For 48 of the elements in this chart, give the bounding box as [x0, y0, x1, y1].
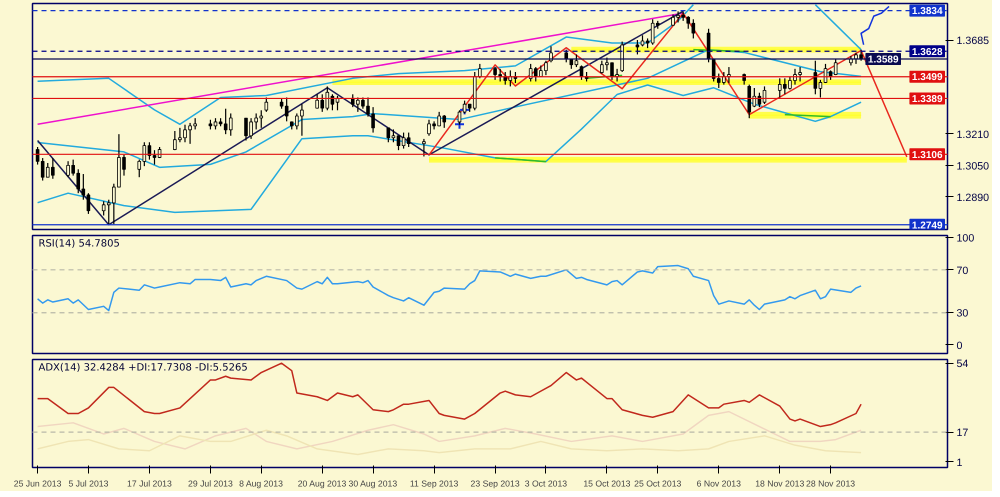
y-tick-label: 1.3685 [956, 35, 990, 48]
x-tick-label: 17 Jul 2013 [127, 478, 172, 488]
line-series [36, 430, 862, 456]
x-tick-label: 5 Jul 2013 [68, 478, 109, 488]
candlestick [549, 46, 553, 63]
x-tick-label: 15 Oct 2013 [583, 478, 631, 488]
ref-line-label: 1.3834 [912, 6, 943, 18]
line-series [36, 264, 862, 312]
chart-title: ADX(14) 32.4284 +DI:17.7308 -DI:5.5265 [38, 362, 248, 374]
x-tick-label: 11 Sep 2013 [410, 478, 458, 488]
line-series [36, 48, 862, 168]
candlestick [422, 138, 426, 158]
line-series [36, 410, 862, 450]
x-tick-label: 23 Sep 2013 [470, 478, 520, 488]
ref-line-label: 1.2749 [912, 220, 943, 232]
x-tick-label: 20 Aug 2013 [298, 478, 347, 488]
x-tick-label: 25 Oct 2013 [634, 478, 682, 488]
candlestick [580, 64, 584, 80]
candlestick [264, 96, 268, 112]
line-series [36, 10, 684, 226]
line-series [428, 12, 908, 158]
ref-line-label: 1.3589 [868, 54, 899, 66]
ref-line-label: 1.3106 [912, 150, 943, 161]
y-tick-label: 1 [956, 456, 962, 469]
y-tick-label: 17 [956, 427, 968, 440]
ref-line-label: 1.3628 [912, 46, 943, 58]
x-tick-label: 29 Jul 2013 [188, 478, 233, 488]
ref-line-label: 1.3389 [912, 94, 943, 105]
chart-title: RSI(14) 54.7805 [38, 238, 120, 250]
y-tick-label: 1.3050 [956, 160, 990, 172]
line-series [36, 84, 862, 214]
line-series [36, 362, 862, 428]
y-tick-label: 54 [956, 358, 968, 370]
y-tick-label: 1.3210 [956, 128, 990, 141]
line-series [860, 6, 890, 46]
ref-line-label: 1.3499 [912, 72, 943, 84]
x-tick-label: 28 Nov 2013 [806, 478, 856, 488]
x-tick-label: 30 Aug 2013 [348, 478, 398, 488]
y-tick-label: 30 [956, 308, 968, 320]
y-tick-label: 70 [956, 264, 968, 277]
y-tick-label: 100 [956, 232, 974, 245]
x-tick-label: 25 Jun 2013 [14, 478, 62, 488]
y-tick-label: 0 [956, 340, 962, 352]
x-tick-label: 8 Aug 2013 [239, 478, 284, 488]
x-tick-label: 6 Nov 2013 [696, 478, 742, 488]
x-tick-label: 3 Oct 2013 [524, 478, 568, 488]
y-tick-label: 1.2890 [956, 192, 990, 204]
x-tick-label: 18 Nov 2013 [755, 478, 804, 488]
